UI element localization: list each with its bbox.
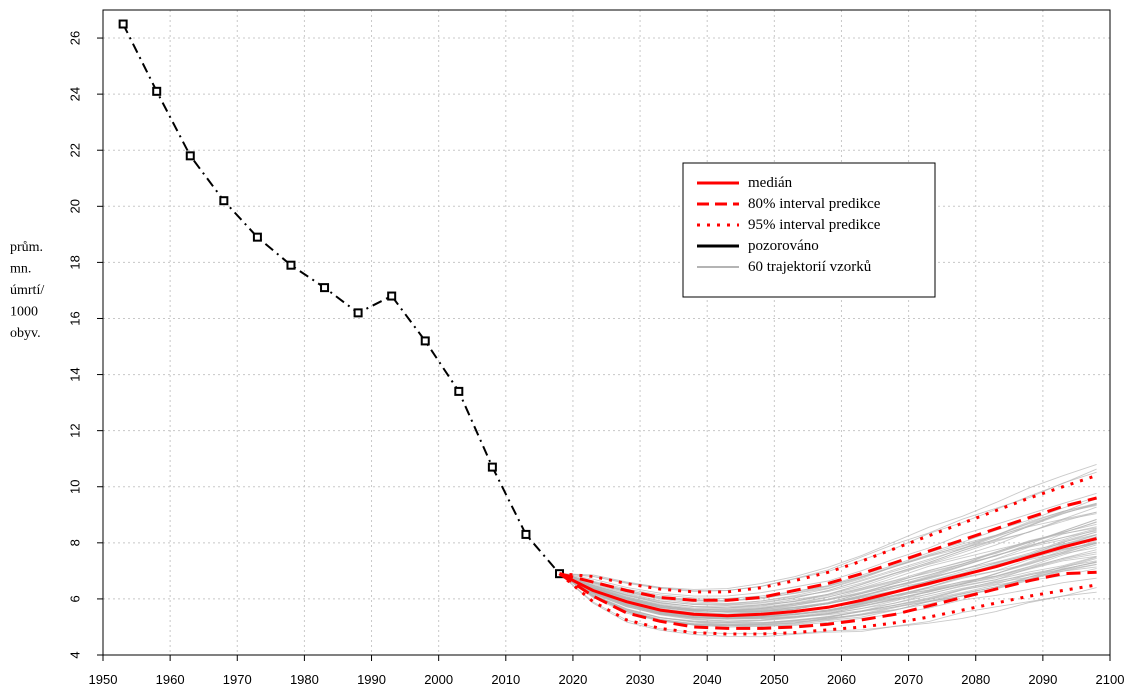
observed-point [353, 308, 363, 318]
plot-frame [102, 9, 1111, 656]
trajectory-line [559, 544, 1097, 618]
legend: medián 80% interval predikce 95% interval … [682, 162, 936, 298]
axes-group: 1950 1960 1970 1980 1990 2000 2010 2020 2030 2040… [68, 9, 1125, 687]
y-label-line: mn. [10, 262, 31, 277]
series-line [558, 537, 1097, 618]
series-group [118, 19, 1098, 636]
x-tick-label: 2090 [1028, 672, 1057, 687]
legend-label: medián [748, 175, 793, 191]
x-tick-label: 2030 [626, 672, 655, 687]
x-tick-label: 2000 [424, 672, 453, 687]
observed-point [320, 283, 330, 293]
series-line [122, 23, 561, 575]
trajectory-line [559, 561, 1097, 620]
legend-box [682, 162, 936, 298]
y-tick-label: 16 [68, 311, 83, 325]
legend-label: pozorováno [748, 238, 819, 254]
trajectory-line [559, 463, 1097, 590]
trajectory-line [559, 511, 1097, 605]
observed-point [521, 529, 531, 539]
observed-point [420, 336, 430, 346]
observed-point [152, 86, 162, 96]
y-tick-label: 26 [68, 31, 83, 45]
observed-point [185, 151, 195, 161]
x-tick-label: 1970 [223, 672, 252, 687]
y-tick-label: 10 [68, 480, 83, 494]
trajectory-line [559, 573, 1097, 635]
x-tick-label: 2080 [961, 672, 990, 687]
trajectory-line [559, 504, 1097, 609]
trajectory-line [559, 527, 1097, 610]
series-line [558, 570, 1097, 630]
x-tick-label: 2040 [693, 672, 722, 687]
x-tick-label: 2020 [558, 672, 587, 687]
legend-label: 60 trajektorií vzorků [748, 259, 872, 275]
observed-point [219, 196, 229, 206]
trajectory-line [559, 564, 1097, 626]
x-tick-label: 2010 [491, 672, 520, 687]
trajectory-line [559, 492, 1097, 597]
y-label-line: úmrtí/ [10, 283, 44, 298]
legend-label: 95% interval predikce [748, 217, 881, 233]
y-label-line: 1000 [10, 305, 38, 320]
y-label-line: prům. [10, 240, 43, 255]
x-tick-label: 2050 [760, 672, 789, 687]
x-tick-label: 1990 [357, 672, 386, 687]
y-tick-label: 4 [68, 651, 83, 658]
y-tick-label: 8 [68, 539, 83, 546]
x-tick-label: 2070 [894, 672, 923, 687]
trajectory-line [559, 557, 1097, 624]
x-tick-label: 2100 [1096, 672, 1125, 687]
y-tick-label: 20 [68, 199, 83, 213]
x-tick-label: 1950 [89, 672, 118, 687]
observed-point [252, 232, 262, 242]
x-tick-label: 1980 [290, 672, 319, 687]
observed-point [387, 291, 397, 301]
y-tick-label: 22 [68, 143, 83, 157]
trajectory-line [559, 496, 1097, 599]
y-tick-label: 18 [68, 255, 83, 269]
series-line [559, 474, 1098, 594]
observed-point [454, 386, 464, 396]
y-tick-label: 12 [68, 423, 83, 437]
y-label-line: obyv. [10, 326, 41, 341]
y-tick-label: 6 [68, 595, 83, 602]
y-axis-label: prům. mn. úmrtí/1000 obyv. [10, 240, 44, 341]
series-line [559, 496, 1097, 602]
trajectory-line [559, 531, 1097, 615]
y-tick-label: 14 [68, 367, 83, 381]
trajectory-line [559, 542, 1097, 620]
y-tick-label: 24 [68, 87, 83, 101]
trajectory-line [559, 573, 1097, 638]
observed-point [286, 260, 296, 270]
observed-point [118, 19, 128, 29]
trajectory-line [559, 531, 1097, 612]
legend-label: 80% interval predikce [748, 196, 881, 212]
x-tick-label: 2060 [827, 672, 856, 687]
observed-point [487, 462, 497, 472]
x-tick-label: 1960 [156, 672, 185, 687]
trajectory-line [559, 523, 1097, 609]
